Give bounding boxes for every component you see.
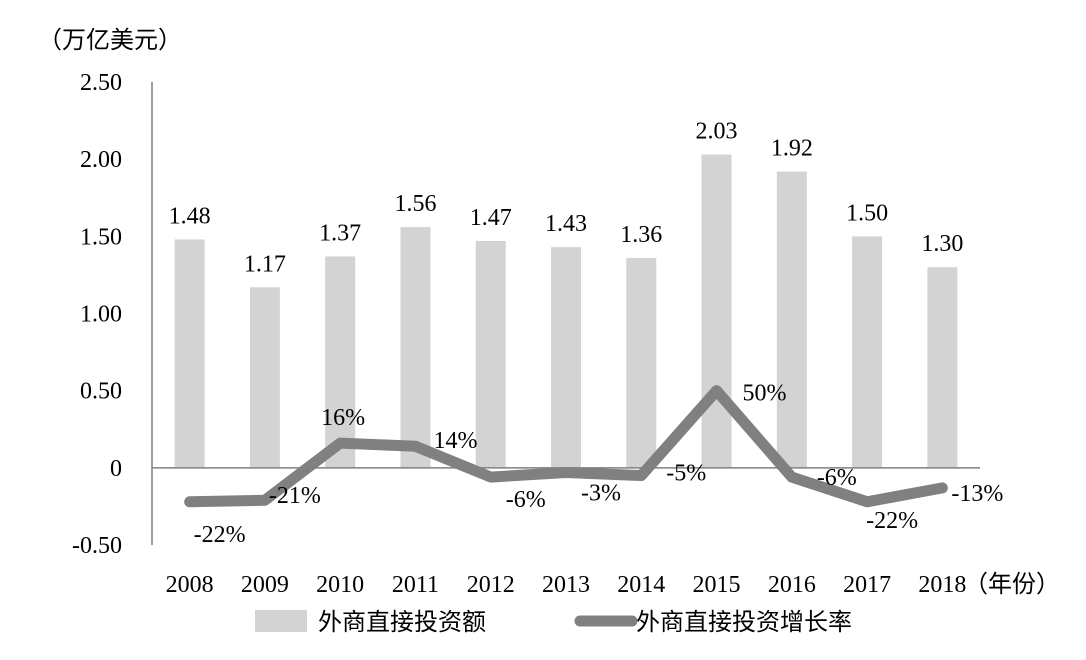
- bar: [174, 239, 205, 468]
- bar: [626, 257, 657, 468]
- line-value-label: 16%: [321, 405, 365, 431]
- y-tick-label: 2.00: [80, 147, 122, 173]
- bar: [852, 236, 883, 468]
- bar-data-labels: 1.48 1.17 1.37 1.56 1.47 1.43 1.36 2.03 1.92 1.50…: [169, 119, 964, 278]
- x-tick-label: 2010: [316, 572, 364, 598]
- x-tick-label: 2009: [241, 572, 289, 598]
- line-value-label: -5%: [666, 461, 706, 487]
- legend-bar-swatch: [255, 610, 307, 632]
- y-axis-unit-label: （万亿美元）: [38, 26, 182, 54]
- line-series: [184, 385, 948, 508]
- bar-value-label: 1.30: [921, 231, 963, 257]
- x-axis-ticks: 2008 2009 2010 2011 2012 2013 2014 2015 2016 2017…: [166, 572, 967, 598]
- bar-value-label: 1.48: [169, 203, 211, 229]
- x-axis-unit-label: （年份）: [964, 570, 1060, 598]
- bar: [325, 256, 356, 468]
- line-value-label: -22%: [194, 522, 246, 548]
- bar: [701, 154, 732, 468]
- y-tick-label: 2.50: [80, 70, 122, 96]
- bar-value-label: 1.43: [545, 211, 587, 237]
- line-point: [189, 501, 191, 503]
- line-data-labels: -22% -21% 16% 14% -6% -3% -5% 50% -6% -22% -13%: [194, 381, 1004, 548]
- bar: [927, 267, 958, 468]
- line-point: [414, 445, 416, 447]
- x-tick-label: 2012: [467, 572, 515, 598]
- x-tick-label: 2013: [542, 572, 590, 598]
- bar-value-label: 2.03: [696, 119, 738, 145]
- x-tick-label: 2016: [768, 572, 816, 598]
- line-value-label: 14%: [433, 428, 477, 454]
- line-value-label: -21%: [269, 483, 321, 509]
- line-value-label: -6%: [506, 487, 546, 513]
- bar-value-label: 1.17: [244, 251, 286, 277]
- bar-value-label: 1.37: [319, 220, 361, 246]
- line-point: [791, 476, 793, 478]
- legend: 外商直接投资额 外商直接投资增长率: [255, 608, 852, 636]
- bar: [400, 227, 431, 468]
- bar: [249, 287, 280, 468]
- y-tick-label: 1.00: [80, 302, 122, 328]
- bar: [475, 240, 506, 468]
- line-value-label: -22%: [866, 508, 918, 534]
- line-point: [339, 442, 341, 444]
- line-point: [565, 471, 567, 473]
- line-value-label: -3%: [581, 480, 621, 506]
- line-point: [640, 475, 642, 477]
- bar-value-label: 1.47: [470, 205, 512, 231]
- bar-value-label: 1.36: [620, 222, 662, 248]
- bar-value-label: 1.50: [846, 200, 888, 226]
- x-tick-label: 2008: [166, 572, 214, 598]
- bar-value-label: 1.92: [771, 136, 813, 162]
- line-point: [941, 487, 943, 489]
- bar: [551, 247, 581, 468]
- bar-series: [174, 154, 958, 468]
- legend-line-label: 外商直接投资增长率: [636, 608, 852, 636]
- line-point: [490, 476, 492, 478]
- legend-bar-label: 外商直接投资额: [318, 608, 486, 636]
- line-value-label: -13%: [951, 481, 1003, 507]
- x-tick-label: 2014: [617, 572, 665, 598]
- line-point: [866, 501, 868, 503]
- x-tick-label: 2015: [693, 572, 741, 598]
- line-value-label: -6%: [817, 465, 857, 491]
- bar: [776, 171, 807, 468]
- bar-value-label: 1.56: [394, 191, 436, 217]
- x-tick-label: 2011: [392, 572, 439, 598]
- y-tick-label: -0.50: [72, 533, 122, 559]
- y-tick-label: 1.50: [80, 224, 122, 250]
- line-value-label: 50%: [743, 381, 787, 407]
- y-tick-label: 0: [110, 456, 122, 482]
- y-tick-label: 0.50: [80, 379, 122, 405]
- line-point: [264, 499, 266, 501]
- line-point: [716, 390, 718, 392]
- x-tick-label: 2018: [918, 572, 966, 598]
- x-tick-label: 2017: [843, 572, 891, 598]
- y-axis-ticks: -0.50 0 0.50 1.00 1.50 2.00 2.50: [72, 70, 122, 559]
